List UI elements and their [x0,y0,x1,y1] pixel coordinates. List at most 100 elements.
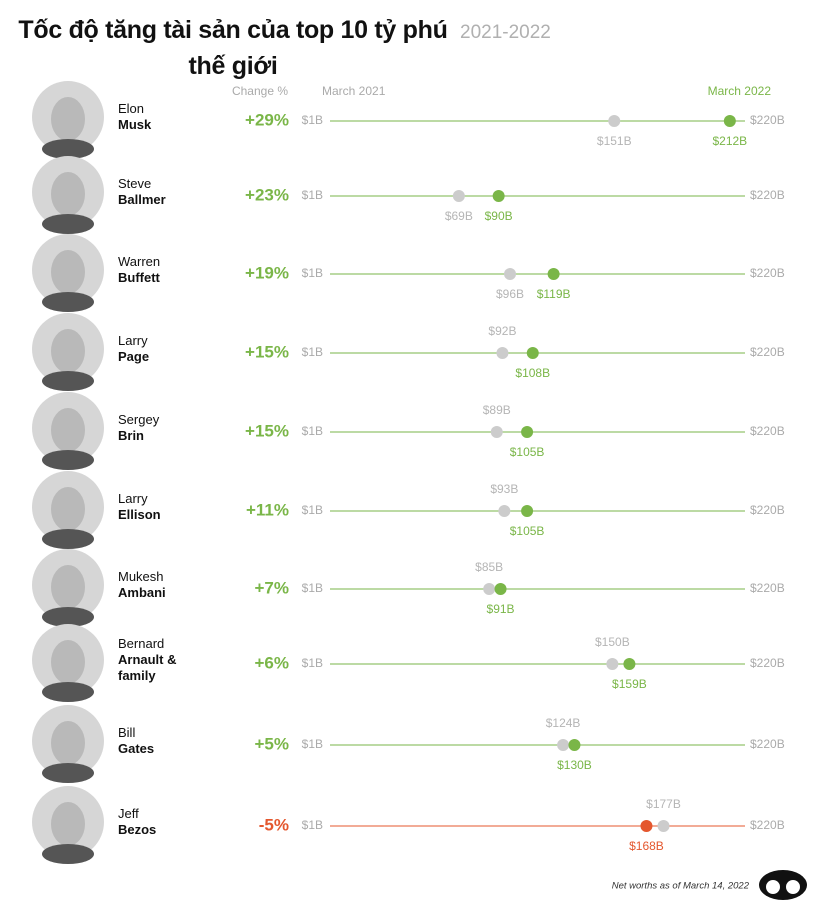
subtitle: 2021-2022 [460,22,551,43]
value-label-2021: $93B [490,482,518,496]
portrait [32,313,104,391]
dot-2022 [640,820,653,832]
legend-2022: March 2022 [708,84,772,98]
value-label-2022: $212B [712,134,747,148]
x-tick-label: $1B [302,266,323,280]
change-label: +6% [255,653,290,672]
x-tick-label: $220B [750,656,785,670]
chart-title: Tốc độ tăng tài sản của top 10 tỷ phú th… [18,16,448,80]
portrait-face [51,802,85,846]
last-name: Page [118,349,150,364]
dot-2022 [623,658,636,670]
portrait-face [51,408,85,452]
dot-2022 [521,426,534,438]
value-label-2021: $124B [546,716,581,730]
portrait-face [51,97,85,141]
first-name: Bernard [118,636,165,651]
person-name: Larry Page [118,319,188,379]
portrait-body [42,450,94,470]
person-name: Sergey Brin [118,398,188,458]
value-label-2022: $119B [537,287,571,301]
change-label: +15% [245,342,289,361]
portrait-body [42,529,94,549]
dot-2021 [657,820,670,832]
portrait-face [51,487,85,531]
x-tick-label: $220B [750,737,785,751]
legend-2021: March 2021 [322,84,386,98]
portrait-body [42,371,94,391]
value-label-2021: $92B [488,324,516,338]
person-name: Jeff Bezos [118,792,188,852]
first-name: Bill [118,725,136,740]
portrait [32,392,104,470]
x-tick-label: $1B [302,656,323,670]
x-tick-label: $1B [302,581,323,595]
portrait-face [51,721,85,765]
change-label: +29% [245,110,289,129]
value-label-2022: $105B [510,445,545,459]
dot-2021 [504,268,517,280]
portrait-body [42,682,94,702]
portrait [32,156,104,234]
last-name: Brin [118,428,144,443]
portrait [32,234,104,312]
person-name: Warren Buffett [118,240,188,300]
first-name: Sergey [118,412,160,427]
dot-2021 [490,426,503,438]
person-name: Bernard Arnault & family [118,630,188,690]
footnote: Net worths as of March 14, 2022 [612,881,750,892]
portrait-body [42,607,94,627]
change-label: +23% [245,185,289,204]
dot-2022 [521,505,534,517]
x-tick-label: $220B [750,818,785,832]
last-name: Ellison [118,507,161,522]
change-label: +11% [246,500,289,519]
portrait-face [51,172,85,216]
last-name: Gates [118,741,155,756]
dot-2021 [498,505,511,517]
x-tick-label: $1B [302,113,323,127]
value-label-2022: $90B [485,209,513,223]
dot-2022 [492,190,505,202]
x-tick-label: $220B [750,266,785,280]
portrait [32,786,104,864]
dot-2022 [494,583,507,595]
last-name: Bezos [118,822,157,837]
logo [759,870,807,900]
dot-2021 [557,739,570,751]
change-label: +7% [255,578,290,597]
portrait-body [42,139,94,159]
value-label-2021: $85B [475,560,503,574]
x-tick-label: $1B [302,345,323,359]
value-label-2022: $159B [612,677,647,691]
portrait [32,471,104,549]
first-name: Steve [118,176,152,191]
dot-2021 [608,115,621,127]
dot-2021 [606,658,619,670]
first-name: Warren [118,254,161,269]
portrait [32,81,104,159]
x-tick-label: $1B [302,503,323,517]
last-name: Arnault & family [118,652,177,683]
change-label: +5% [255,734,290,753]
x-tick-label: $220B [750,503,785,517]
x-tick-label: $220B [750,188,785,202]
person-name: Larry Ellison [118,477,188,537]
value-label-2021: $150B [595,635,630,649]
value-label-2021: $89B [483,403,511,417]
person-name: Bill Gates [118,711,188,771]
first-name: Jeff [118,806,139,821]
last-name: Musk [118,117,152,132]
first-name: Mukesh [118,569,164,584]
change-label: +19% [245,263,289,282]
portrait-face [51,250,85,294]
portrait-face [51,640,85,684]
portrait-face [51,329,85,373]
first-name: Larry [118,491,148,506]
value-label-2021: $151B [597,134,632,148]
dot-2022 [526,347,539,359]
x-tick-label: $220B [750,581,785,595]
value-label-2022: $130B [557,758,592,772]
